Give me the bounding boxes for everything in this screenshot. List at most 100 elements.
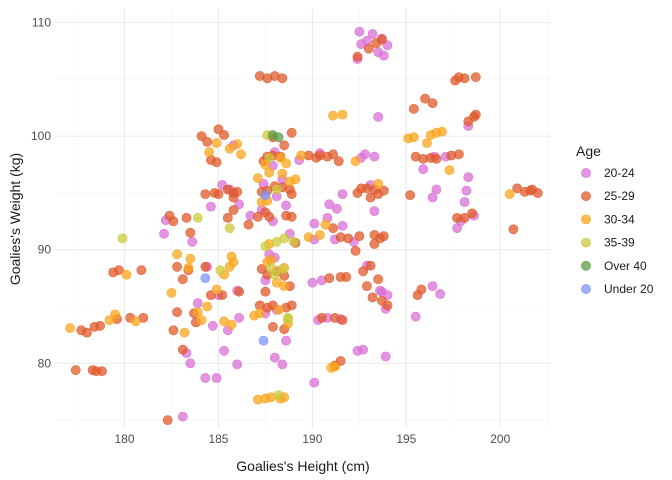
y-tick-label: 100 [31, 129, 51, 143]
point-20-24 [234, 312, 244, 323]
point-25-29 [343, 233, 353, 244]
point-25-29 [177, 274, 188, 285]
point-25-29 [172, 261, 182, 272]
point-35-39 [117, 233, 128, 244]
point-35-39 [224, 223, 235, 234]
point-20-24 [459, 197, 470, 207]
point-30-34 [296, 150, 306, 161]
point-20-24 [427, 192, 438, 203]
point-20-24 [307, 277, 318, 288]
point-30-34 [202, 301, 213, 312]
point-35-39 [283, 314, 293, 324]
point-25-29 [467, 208, 477, 219]
point-25-29 [337, 315, 348, 325]
point-20-24 [410, 311, 421, 322]
point-25-29 [70, 365, 81, 375]
point-25-29 [365, 192, 376, 203]
point-25-29 [367, 292, 378, 303]
point-20-24 [418, 164, 429, 174]
y-tick-label: 90 [38, 243, 52, 257]
point-25-29 [168, 325, 179, 336]
point-20-24 [435, 289, 446, 299]
legend-label-over-40: Over 40 [604, 259, 647, 273]
point-35-39 [279, 233, 290, 244]
x-axis-title: Goalies's Height (cm) [236, 458, 369, 474]
point-25-29 [459, 212, 470, 223]
point-20-24 [378, 50, 389, 61]
point-25-29 [350, 245, 361, 256]
point-30-34 [320, 219, 331, 230]
legend-key-20-24 [581, 168, 591, 178]
point-20-24 [369, 206, 380, 216]
point-25-29 [202, 136, 213, 147]
point-25-29 [328, 149, 338, 160]
point-25-29 [286, 300, 297, 311]
point-25-29 [427, 98, 438, 109]
point-30-34 [264, 167, 275, 178]
point-30-34 [290, 174, 301, 185]
point-20-24 [219, 345, 229, 356]
point-20-24 [187, 236, 198, 247]
point-25-29 [341, 272, 352, 282]
point-25-29 [286, 211, 297, 222]
y-axis-ticks: 80 90 100 110 [31, 16, 51, 371]
point-25-29 [228, 192, 239, 203]
point-25-29 [243, 219, 254, 230]
legend-label-20-24: 20-24 [604, 166, 635, 180]
point-30-34 [437, 126, 447, 137]
point-25-29 [508, 224, 519, 235]
point-under-20 [258, 335, 269, 346]
point-25-29 [222, 212, 233, 223]
point-30-34 [337, 109, 348, 120]
legend-label-25-29: 25-29 [604, 189, 635, 203]
point-20-24 [373, 112, 384, 122]
point-35-39 [264, 152, 275, 163]
point-25-29 [267, 321, 278, 332]
point-25-29 [185, 227, 196, 238]
point-30-34 [211, 284, 222, 295]
point-30-34 [110, 309, 120, 320]
point-25-29 [352, 51, 363, 62]
point-25-29 [219, 130, 229, 140]
point-25-29 [354, 231, 365, 241]
point-25-29 [200, 261, 211, 272]
point-30-34 [192, 307, 203, 318]
point-30-34 [373, 178, 384, 189]
point-25-29 [532, 188, 543, 198]
point-25-29 [286, 127, 297, 138]
x-tick-label: 185 [208, 432, 228, 446]
point-25-29 [358, 266, 368, 277]
point-30-34 [329, 361, 340, 372]
point-30-34 [185, 253, 196, 264]
point-20-24 [369, 151, 380, 162]
point-35-39 [269, 269, 280, 280]
point-20-24 [380, 351, 391, 362]
point-25-29 [181, 212, 192, 223]
point-20-24 [309, 218, 320, 229]
point-20-24 [431, 184, 442, 195]
point-25-29 [373, 274, 384, 285]
point-20-24 [461, 185, 472, 196]
point-20-24 [337, 189, 348, 199]
point-25-29 [369, 239, 380, 249]
y-tick-label: 110 [32, 16, 51, 30]
point-25-29 [177, 344, 188, 355]
point-30-34 [224, 143, 235, 154]
point-30-34 [121, 269, 132, 280]
point-30-34 [65, 323, 75, 333]
point-20-24 [427, 281, 438, 291]
point-35-39 [277, 264, 288, 274]
point-20-24 [367, 29, 378, 39]
point-25-29 [382, 300, 393, 311]
point-20-24 [452, 223, 462, 234]
point-25-29 [365, 260, 376, 271]
point-20-24 [205, 201, 216, 212]
point-25-29 [252, 211, 263, 222]
legend-items: 20-24 25-29 30-34 35-39 Over 40 Under 20 [581, 166, 654, 296]
point-30-34 [504, 189, 515, 199]
point-25-29 [82, 327, 92, 338]
point-30-34 [314, 230, 325, 240]
point-20-24 [192, 298, 203, 308]
point-20-24 [352, 345, 363, 356]
